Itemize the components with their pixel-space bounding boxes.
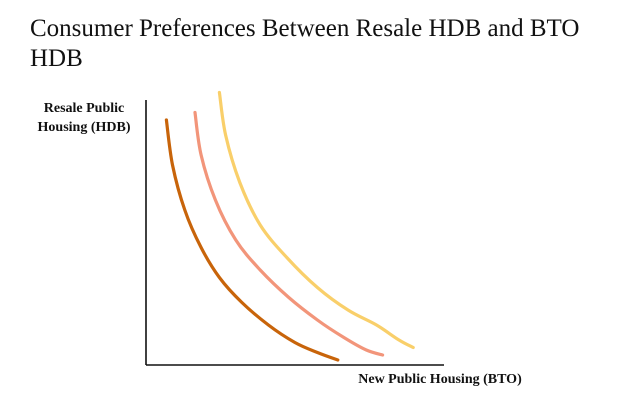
y-axis-label-line-1: Resale Public <box>44 101 125 116</box>
chart-title-line-1: Consumer Preferences Between Resale HDB … <box>30 15 579 42</box>
indifference-curve-2 <box>193 110 385 357</box>
y-axis-label-line-2: Housing (HDB) <box>38 120 131 135</box>
chart-title-line-2: HDB <box>30 45 83 72</box>
indifference-curves <box>164 90 415 362</box>
x-axis-label: New Public Housing (BTO) <box>358 372 522 387</box>
indifference-curve-1 <box>164 118 340 362</box>
indifference-curve-3 <box>217 90 415 350</box>
